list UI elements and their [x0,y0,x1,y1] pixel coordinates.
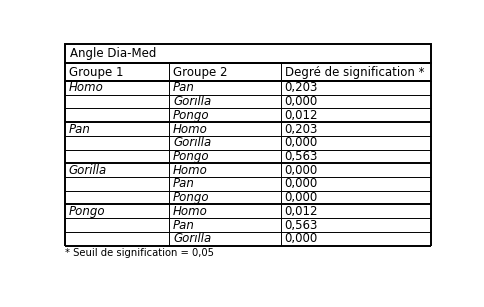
Text: 0,563: 0,563 [285,219,318,231]
Text: Pongo: Pongo [173,150,210,163]
Text: Pan: Pan [173,177,195,190]
Text: Gorilla: Gorilla [69,164,107,177]
Text: Gorilla: Gorilla [173,136,212,149]
Bar [65,44,431,63]
Text: Angle Dia-Med: Angle Dia-Med [70,47,156,60]
Text: 0,203: 0,203 [285,122,318,135]
Text: 0,000: 0,000 [285,95,318,108]
Text: Homo: Homo [69,81,104,94]
Text: 0,000: 0,000 [285,191,318,204]
Text: 0,000: 0,000 [285,136,318,149]
Text: Groupe 1: Groupe 1 [69,66,123,79]
Text: Groupe 2: Groupe 2 [173,66,227,79]
Text: Pan: Pan [173,219,195,231]
Text: Pongo: Pongo [173,109,210,122]
Bar [65,63,431,81]
Text: Homo: Homo [173,164,208,177]
Text: Pan: Pan [69,122,91,135]
Text: Gorilla: Gorilla [173,232,212,245]
Text: Homo: Homo [173,122,208,135]
Text: Pongo: Pongo [173,191,210,204]
Text: 0,012: 0,012 [285,205,318,218]
Text: * Seuil de signification = 0,05: * Seuil de signification = 0,05 [65,248,214,258]
Text: 0,012: 0,012 [285,109,318,122]
Text: Degré de signification *: Degré de signification * [285,66,424,79]
Text: 0,000: 0,000 [285,177,318,190]
Text: 0,000: 0,000 [285,164,318,177]
Text: Homo: Homo [173,205,208,218]
Text: Pongo: Pongo [69,205,106,218]
Text: 0,203: 0,203 [285,81,318,94]
Text: Pan: Pan [173,81,195,94]
Text: 0,000: 0,000 [285,232,318,245]
Text: Gorilla: Gorilla [173,95,212,108]
Text: 0,563: 0,563 [285,150,318,163]
